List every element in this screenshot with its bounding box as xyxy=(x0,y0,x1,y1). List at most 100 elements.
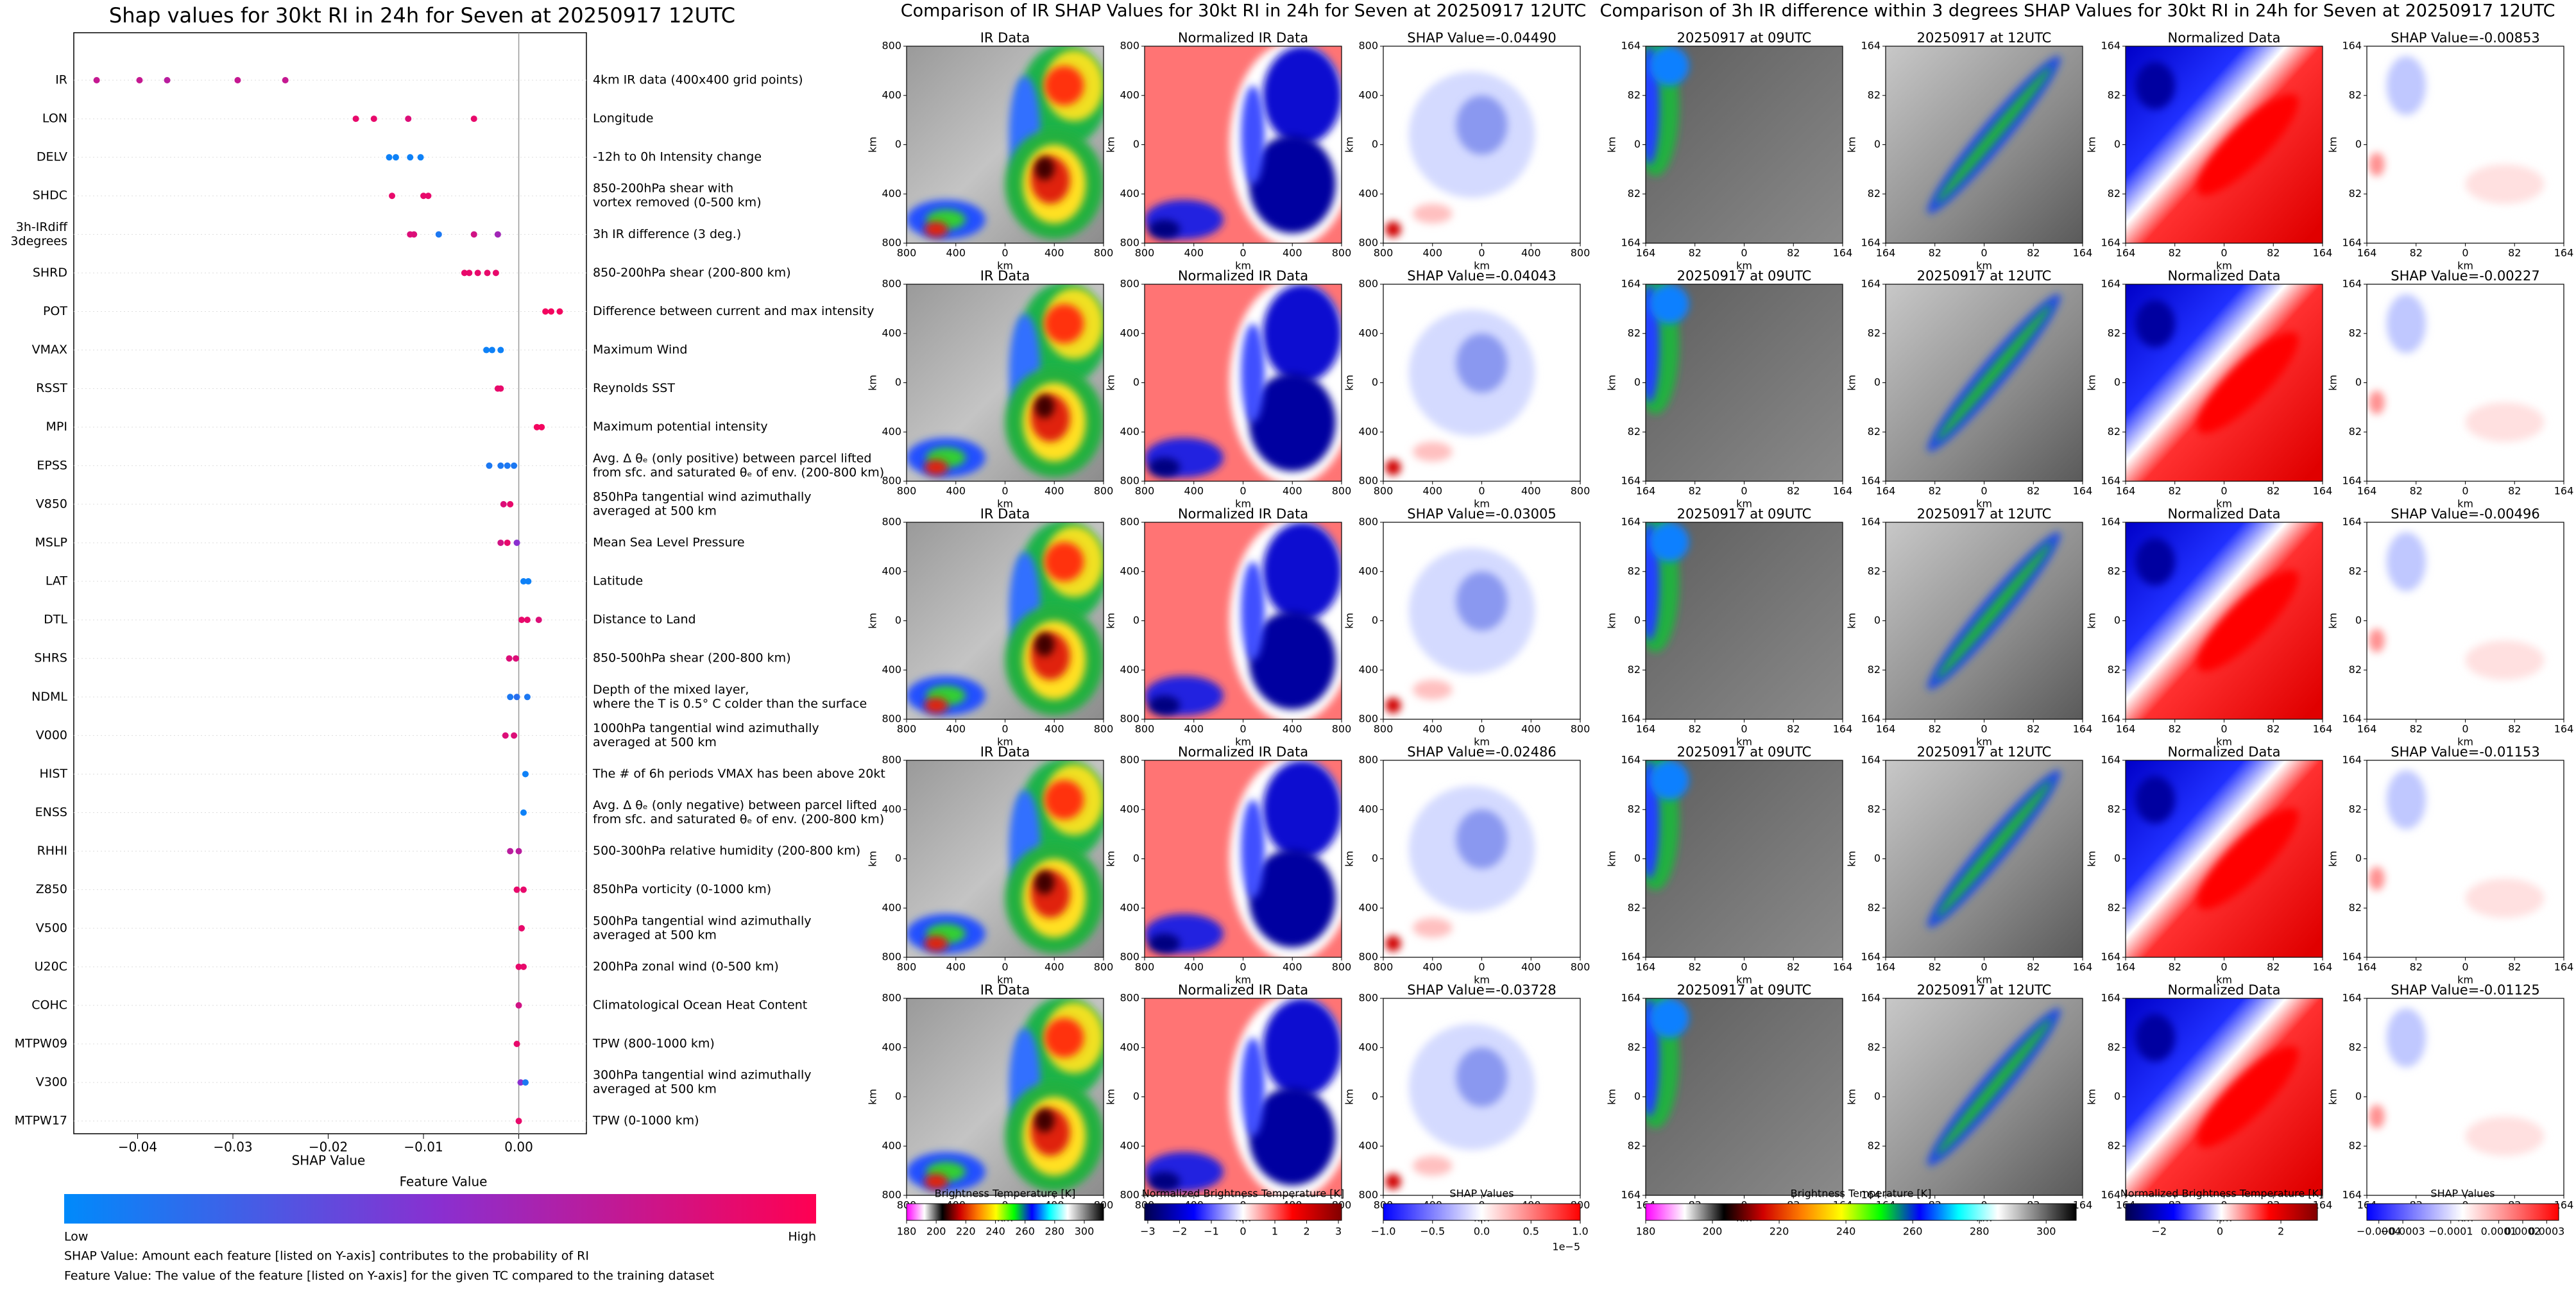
y-tick-label: 82 xyxy=(1628,663,1641,676)
colorbar-tick-label: 0 xyxy=(2217,1225,2223,1238)
y-tick-label: 0 xyxy=(895,1090,901,1102)
y-axis-label: km xyxy=(1606,137,1618,153)
image-feature xyxy=(1385,697,1401,713)
x-axis-label: km xyxy=(1474,498,1490,510)
image-feature xyxy=(1241,85,1265,184)
image-panel xyxy=(1383,998,1580,1195)
image-feature xyxy=(2369,866,2385,891)
x-tick-label: 0 xyxy=(1002,247,1008,259)
y-tick-label: 400 xyxy=(882,187,901,200)
panel-title: SHAP Value=-0.02486 xyxy=(1407,744,1557,760)
shap-point xyxy=(522,1079,529,1086)
y-axis-label: km xyxy=(1343,1089,1356,1105)
shap-point xyxy=(507,848,514,855)
x-tick-label: 82 xyxy=(1929,485,1941,497)
y-tick-label: 164 xyxy=(2101,951,2120,963)
y-tick-label: 82 xyxy=(1628,565,1641,577)
colorbar-tick-label: 2 xyxy=(1303,1225,1309,1238)
x-tick-label: 82 xyxy=(1929,247,1941,259)
colorbar-tick-label: −0.0004 xyxy=(2357,1225,2401,1238)
image-feature xyxy=(2135,776,2175,824)
y-tick-label: 0 xyxy=(1372,376,1378,388)
colorbar-tick-label: −2 xyxy=(2151,1225,2167,1238)
x-tick-label: 164 xyxy=(2073,723,2093,735)
panel-title: Normalized IR Data xyxy=(1178,744,1308,760)
y-tick-label: 0 xyxy=(1372,614,1378,626)
shap-point xyxy=(513,1041,520,1047)
y-tick-label: 0 xyxy=(2355,852,2362,864)
shap-point xyxy=(520,809,527,816)
image-feature xyxy=(1385,221,1401,237)
x-tick-label: 82 xyxy=(2410,961,2423,973)
x-axis-label: km xyxy=(997,260,1013,272)
x-tick-label: 400 xyxy=(1422,961,1442,973)
y-tick-label: 800 xyxy=(1120,475,1139,487)
colorbar-label: Brightness Temperature [K] xyxy=(935,1188,1076,1200)
image-feature xyxy=(1936,781,2051,918)
panel-title: 20250917 at 12UTC xyxy=(1917,744,2052,760)
y-tick-label: 0 xyxy=(2114,138,2120,150)
y-tick-label: 800 xyxy=(882,237,901,249)
y-tick-label: 164 xyxy=(2342,992,2362,1004)
feature-description: from sfc. and saturated θₑ of env. (200-… xyxy=(593,465,884,479)
y-axis-label: km xyxy=(2327,1089,2339,1105)
y-axis-label: km xyxy=(2327,137,2339,153)
y-tick-label: 800 xyxy=(882,278,901,290)
y-axis-label: km xyxy=(1343,851,1356,867)
colorbar-tick-label: 0.0002 xyxy=(2505,1225,2541,1238)
y-tick-label: 82 xyxy=(1628,1140,1641,1152)
x-tick-label: 82 xyxy=(1787,723,1800,735)
feature-description: vortex removed (0-500 km) xyxy=(593,196,762,210)
x-tick-label: 800 xyxy=(1374,723,1394,735)
x-tick-label: 82 xyxy=(2267,723,2280,735)
panel-title: IR Data xyxy=(980,744,1030,760)
shap-point xyxy=(497,462,504,469)
image-feature xyxy=(1263,284,1342,383)
colorbar-tick-label: 260 xyxy=(1903,1225,1923,1238)
y-axis-label: km xyxy=(1606,613,1618,629)
feature-description: from sfc. and saturated θₑ of env. (200-… xyxy=(593,812,884,826)
x-tick-label: 164 xyxy=(2116,247,2136,259)
y-tick-label: 800 xyxy=(882,992,901,1004)
feature-description: 850hPa tangential wind azimuthally xyxy=(593,490,812,504)
feature-description: 850-200hPa shear with xyxy=(593,182,733,196)
image-feature xyxy=(1148,219,1181,239)
y-tick-label: 82 xyxy=(1628,901,1641,914)
y-tick-label: 400 xyxy=(882,327,901,339)
image-feature xyxy=(1936,67,2051,203)
panel-title: Normalized IR Data xyxy=(1178,30,1308,46)
shap-point xyxy=(504,462,511,469)
shap-point xyxy=(470,231,477,238)
image-feature xyxy=(1650,998,1689,1038)
x-tick-label: 400 xyxy=(1521,961,1541,973)
x-tick-label: 800 xyxy=(897,485,917,497)
y-tick-label: 164 xyxy=(2342,278,2362,290)
y-axis-label: km xyxy=(1105,375,1117,391)
y-tick-label: 164 xyxy=(1861,40,1881,52)
shap-point xyxy=(484,269,491,277)
shap-point xyxy=(525,578,532,585)
y-tick-label: 164 xyxy=(2101,754,2120,766)
y-tick-label: 0 xyxy=(2114,614,2120,626)
y-tick-label: 400 xyxy=(1120,187,1139,200)
image-feature xyxy=(2465,402,2545,442)
y-tick-label: 164 xyxy=(1861,754,1881,766)
y-tick-label: 82 xyxy=(2108,1041,2120,1053)
x-tick-label: 164 xyxy=(2554,485,2574,497)
image-feature xyxy=(1241,561,1265,660)
feature-description: averaged at 500 km xyxy=(593,504,717,518)
x-tick-label: 800 xyxy=(1135,961,1155,973)
feature-name: MSLP xyxy=(35,535,68,549)
x-tick-label: 800 xyxy=(1332,961,1352,973)
colorbar-low: Low xyxy=(64,1230,88,1244)
panel-title: IR Data xyxy=(980,30,1030,46)
x-tick-label: 800 xyxy=(1094,961,1114,973)
y-tick-label: 82 xyxy=(2349,1041,2362,1053)
image-feature xyxy=(2197,94,2299,196)
shap-point xyxy=(506,655,513,662)
shap-point xyxy=(483,346,490,354)
image-feature xyxy=(2197,1046,2299,1148)
x-tick-label: 82 xyxy=(2027,961,2040,973)
x-tick-label: 164 xyxy=(2313,961,2333,973)
x-tick-label: 0 xyxy=(2462,723,2468,735)
